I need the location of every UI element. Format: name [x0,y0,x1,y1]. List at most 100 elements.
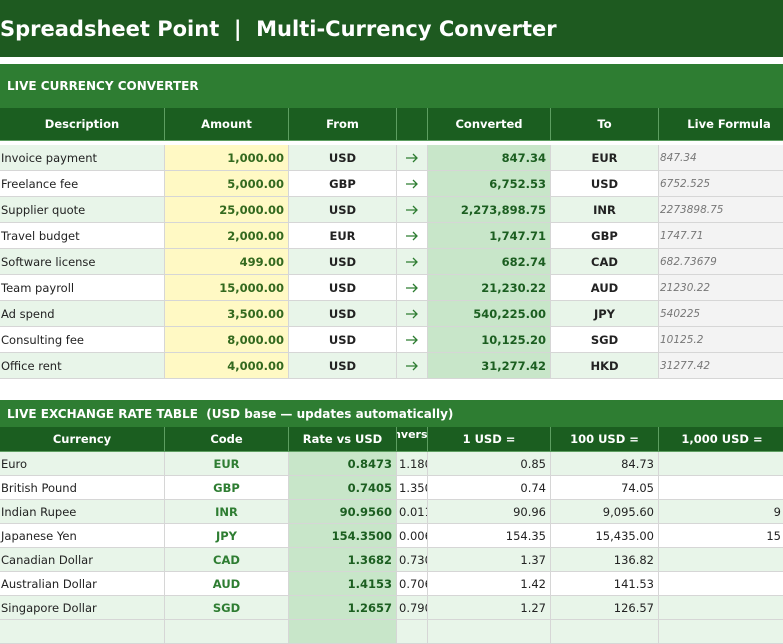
data-cell: SGD [165,596,289,620]
data-cell-text: 1.2657 [347,600,392,615]
data-cell-text: SGD [212,600,241,615]
data-cell-text: 3,500.00 [227,306,284,321]
data-cell: 540225 [659,301,783,327]
data-cell-text: 1747.71 [660,229,704,242]
data-cell: 847.34 [659,145,783,171]
data-cell: 31277.42 [659,353,783,379]
data-cell: 6,752.53 [428,171,551,197]
data-cell-text: 15,435.00 [595,528,654,543]
data-cell-text: GBP [329,176,356,191]
data-cell [659,596,783,620]
data-cell: 0.74 [428,476,551,500]
data-cell: 0.8473 [289,452,397,476]
data-cell-text: 0.006 [399,528,427,543]
data-cell [659,452,783,476]
data-cell: 682.73679 [659,249,783,275]
data-cell: Software license [0,249,165,275]
data-cell-text: 2273898.75 [660,203,724,216]
data-cell: 1.27 [428,596,551,620]
data-cell-text: 25,000.00 [219,202,284,217]
data-cell: 499.00 [165,249,289,275]
data-cell-text: 682.74 [501,254,546,269]
arrow-cell [397,327,428,353]
data-cell: 0.011 [397,500,428,524]
data-cell-text: 0.8473 [347,456,392,471]
data-cell: 2,000.00 [165,223,289,249]
data-cell: 10125.2 [659,327,783,353]
data-cell: AUD [551,275,659,301]
data-cell: Office rent [0,353,165,379]
data-cell: 540,225.00 [428,301,551,327]
arrow-icon [406,179,418,188]
arrow-cell [397,249,428,275]
data-cell: 2273898.75 [659,197,783,223]
empty-cell [551,620,659,644]
data-cell-text: 0.790 [399,600,427,615]
data-cell: 0.730 [397,548,428,572]
data-cell: 0.7405 [289,476,397,500]
data-cell-text: 9,095.60 [602,504,654,519]
data-cell: Singapore Dollar [0,596,165,620]
data-cell-text: SGD [590,332,619,347]
data-cell: Freelance fee [0,171,165,197]
data-cell-text: 126.57 [613,600,654,615]
data-cell: 15,000.00 [165,275,289,301]
data-cell-text: USD [328,332,357,347]
data-cell: EUR [551,145,659,171]
empty-cell [0,620,165,644]
data-cell-text: USD [328,254,357,269]
data-cell-text: INR [593,202,616,217]
data-cell-text: 2,273,898.75 [460,202,546,217]
arrow-cell [397,197,428,223]
header-cell-text: 100 USD = [570,432,639,446]
header-cell: Currency [0,427,165,452]
data-cell-text: AUD [212,576,241,591]
data-cell: 0.706 [397,572,428,596]
data-cell-text: AUD [590,280,619,295]
data-cell: USD [551,171,659,197]
data-cell-text: 21,230.22 [481,280,546,295]
header-cell: Inverse [397,427,428,452]
header-cell-text: 1 USD = [462,432,516,446]
section-title: LIVE EXCHANGE RATE TABLE (USD base — upd… [7,406,454,421]
data-cell-text: 90.96 [513,504,546,519]
data-cell: USD [289,301,397,327]
header-cell-text: Amount [201,117,252,131]
header-cell-text: Converted [455,117,523,131]
data-cell-text: 9 [773,504,781,519]
data-cell: Supplier quote [0,197,165,223]
data-cell-text: Indian Rupee [1,504,77,519]
data-cell: 1.2657 [289,596,397,620]
data-cell: INR [165,500,289,524]
data-cell-text: British Pound [1,480,77,495]
data-cell: 1.42 [428,572,551,596]
page-title: Spreadsheet Point | Multi-Currency Conve… [0,16,557,41]
data-cell-text: CAD [213,552,240,567]
data-cell-text: 0.011 [399,504,427,519]
header-cell: Amount [165,108,289,141]
data-cell-text: 0.730 [399,552,427,567]
data-cell-text: 6,752.53 [489,176,546,191]
data-cell: USD [289,197,397,223]
data-cell: 8,000.00 [165,327,289,353]
data-cell [659,572,783,596]
data-cell [659,476,783,500]
data-cell-text: 84.73 [621,456,654,471]
header-cell-text: Rate vs USD [302,432,383,446]
data-cell: 1,000.00 [165,145,289,171]
header-cell-text: From [326,117,359,131]
header-cell-text: Live Formula [687,117,771,131]
header-cell: Code [165,427,289,452]
data-cell-text: 0.706 [399,576,427,591]
empty-cell [428,620,551,644]
data-cell: JPY [165,524,289,548]
data-cell: JPY [551,301,659,327]
data-cell: Invoice payment [0,145,165,171]
data-cell: AUD [165,572,289,596]
data-cell-text: USD [328,306,357,321]
data-cell: Euro [0,452,165,476]
header-cell: From [289,108,397,141]
data-cell-text: 847.34 [501,150,546,165]
data-cell-text: USD [328,358,357,373]
data-cell: 1.4153 [289,572,397,596]
